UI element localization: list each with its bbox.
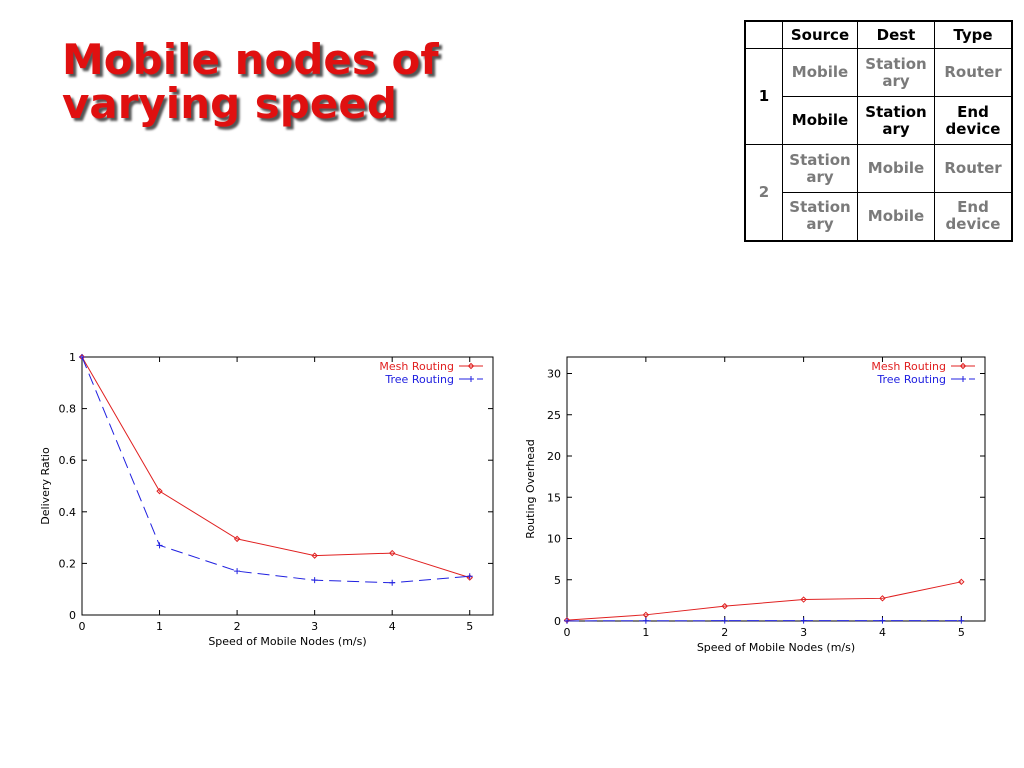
y-tick-label: 0.2 [59,557,77,570]
x-tick-label: 3 [311,620,318,633]
x-tick-label: 4 [879,626,886,639]
plot-frame [81,356,494,616]
group-label: 2 [744,144,783,241]
table-header-corner [744,20,783,49]
data-point-tree [958,617,965,624]
y-tick-label: 20 [547,450,561,463]
y-tick-label: 15 [547,491,561,504]
data-point-tree [79,354,85,360]
data-point-mesh [721,602,728,610]
cell-source: Mobile [782,96,858,145]
slide-title-line-2: varying speed [62,79,397,128]
cell-source-text: Stationary [789,198,851,234]
series-line-mesh [566,581,962,621]
table-header-type: Type [934,20,1013,49]
y-tick-label: 0 [554,615,561,628]
cell-type: Router [934,48,1013,97]
data-point-mesh [388,549,396,557]
y-tick-label: 5 [554,574,561,587]
legend-label-mesh: Mesh Routing [379,360,454,373]
cell-dest-text: Stationary [865,102,927,138]
data-point-mesh [233,535,241,543]
data-point-tree [721,617,728,624]
cell-source: Stationary [782,192,858,241]
y-axis-label: Routing Overhead [524,439,537,538]
data-point-mesh [958,578,965,586]
x-tick-label: 2 [721,626,728,639]
data-point-tree [642,617,649,624]
cell-dest: Stationary [857,96,935,145]
y-tick-label: 0.4 [59,506,77,519]
data-point-tree [879,617,886,624]
x-tick-label: 1 [642,626,649,639]
cell-dest: Stationary [857,48,935,97]
x-tick-label: 5 [466,620,473,633]
data-point-mesh [800,596,807,603]
x-tick-label: 0 [79,620,86,633]
table-row: 1 Mobile Stationary Router [744,48,1013,145]
group-label: 1 [744,48,783,145]
y-tick-label: 30 [547,368,561,381]
data-point-tree [800,617,807,624]
cell-dest: Mobile [857,192,935,241]
table-row: 2 Stationary Mobile Router [744,144,1013,241]
data-point-tree [466,573,473,580]
routing-overhead-chart: 0 1 2 3 4 5 0 5 10 15 20 25 30 Speed of Mobile Nodes … [524,356,986,654]
data-point-mesh [311,552,318,559]
data-point-tree [389,579,396,586]
y-axis-label: Delivery Ratio [39,447,52,525]
x-axis-label: Speed of Mobile Nodes (m/s) [208,635,366,648]
legend-label-tree: Tree Routing [384,373,454,386]
data-point-mesh [879,595,886,602]
legend-marker-mesh [467,362,475,370]
legend-marker-tree [468,376,474,382]
data-point-tree [156,542,163,549]
legend-marker-tree [960,376,966,382]
cell-source-text: Stationary [789,150,851,186]
legend-label-mesh: Mesh Routing [871,360,946,373]
series-line-tree [81,356,470,584]
x-tick-label: 5 [958,626,965,639]
x-tick-label: 3 [800,626,807,639]
cell-dest: Mobile [857,144,935,193]
x-tick-label: 2 [234,620,241,633]
slide-title-line-1: Mobile nodes of [62,35,439,84]
x-tick-label: 1 [156,620,163,633]
plot-frame [566,356,986,622]
table-header-row: Source Dest Type [744,20,1013,49]
cell-source: Mobile [782,48,858,97]
cell-type: Router [934,144,1013,193]
data-point-tree [234,568,241,575]
cell-type: End device [934,96,1013,145]
table-row: Mobile Stationary End device [745,96,1013,145]
y-tick-label: 0.6 [59,454,77,467]
delivery-ratio-chart: 0 1 2 3 4 5 0 0.2 0.4 0.6 0.8 1 Speed of Mobile Node… [39,351,494,648]
y-tick-label: 1 [69,351,76,364]
cell-source: Stationary [782,144,858,193]
y-tick-label: 0 [69,609,76,622]
cell-type-text: End device [945,102,1001,138]
x-tick-label: 4 [389,620,396,633]
y-tick-label: 25 [547,409,561,422]
table-header-source: Source [782,20,858,49]
series-line-mesh [81,356,470,579]
cell-type-text: End device [945,198,1001,234]
scenario-table: Source Dest Type 1 Mobile Stationary Rou… [744,20,1013,242]
slide-title: Mobile nodes of varying speed [62,38,439,126]
table-row: Stationary Mobile End device [745,192,1013,241]
legend-label-tree: Tree Routing [876,373,946,386]
x-tick-label: 0 [564,626,571,639]
y-tick-label: 10 [547,533,561,546]
y-tick-label: 0.8 [59,403,77,416]
data-point-mesh [642,611,650,619]
cell-type: End device [934,192,1013,241]
x-axis-label: Speed of Mobile Nodes (m/s) [697,641,855,654]
data-point-tree [564,617,570,624]
data-point-tree [311,577,318,584]
legend-marker-mesh [959,362,967,370]
data-point-mesh [156,487,163,495]
cell-dest-text: Stationary [865,54,927,90]
table-header-dest: Dest [857,20,935,49]
